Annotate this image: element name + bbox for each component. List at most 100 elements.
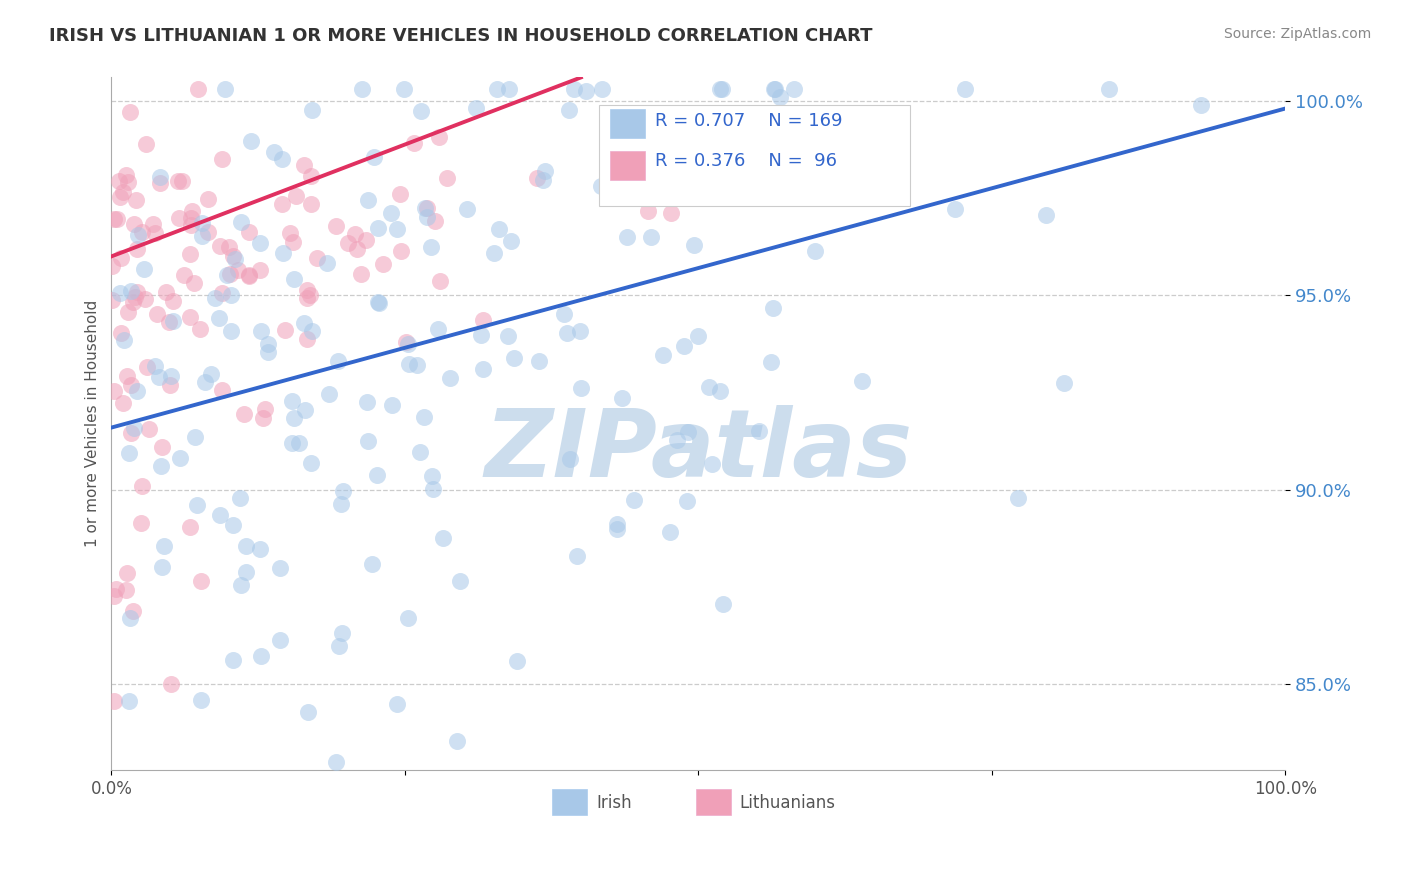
Point xyxy=(103,212,125,227)
Point xyxy=(439,370,461,384)
Point xyxy=(496,328,519,343)
Point xyxy=(420,239,443,253)
Point xyxy=(240,134,263,148)
Point xyxy=(318,387,340,401)
Point xyxy=(749,169,772,183)
Point xyxy=(287,436,309,450)
Point xyxy=(761,355,783,369)
Point xyxy=(404,136,426,150)
Point xyxy=(134,261,156,276)
Point xyxy=(129,516,152,530)
Point xyxy=(569,324,592,338)
Point xyxy=(505,654,527,668)
Bar xyxy=(696,789,731,815)
Point xyxy=(120,378,142,392)
Point xyxy=(315,256,337,270)
Point xyxy=(575,84,598,98)
Point xyxy=(783,82,806,96)
Point xyxy=(332,484,354,499)
Point xyxy=(676,494,699,508)
Point xyxy=(120,426,142,441)
Point xyxy=(299,456,322,470)
Point xyxy=(360,557,382,571)
Point xyxy=(118,105,141,120)
Point xyxy=(249,541,271,556)
Text: IRISH VS LITHUANIAN 1 OR MORE VEHICLES IN HOUSEHOLD CORRELATION CHART: IRISH VS LITHUANIAN 1 OR MORE VEHICLES I… xyxy=(49,27,873,45)
Point xyxy=(367,295,389,310)
Point xyxy=(328,639,350,653)
Point xyxy=(457,202,479,216)
Point xyxy=(416,211,439,225)
Point xyxy=(122,295,145,310)
Point xyxy=(301,103,323,117)
Point xyxy=(160,676,183,690)
Point xyxy=(253,402,276,417)
Point xyxy=(150,440,173,454)
Point xyxy=(710,82,733,96)
Point xyxy=(172,174,194,188)
Point xyxy=(190,693,212,707)
Point xyxy=(591,82,613,96)
Point xyxy=(299,169,322,183)
Point xyxy=(101,260,124,274)
Point xyxy=(652,348,675,362)
Point xyxy=(558,103,581,117)
Point xyxy=(115,168,138,182)
Point xyxy=(180,218,202,232)
Point xyxy=(326,354,349,368)
Point xyxy=(117,175,139,189)
Point xyxy=(229,491,252,505)
Point xyxy=(763,82,786,96)
Point xyxy=(108,190,131,204)
Point xyxy=(637,203,659,218)
Point xyxy=(363,150,385,164)
Point xyxy=(606,522,628,536)
Point xyxy=(134,292,156,306)
Point xyxy=(762,301,785,315)
Point xyxy=(105,212,128,227)
FancyBboxPatch shape xyxy=(599,105,910,205)
Point xyxy=(110,251,132,265)
Point xyxy=(413,409,436,424)
Point xyxy=(330,626,353,640)
Point xyxy=(396,337,419,351)
Point xyxy=(343,227,366,242)
Point xyxy=(125,242,148,256)
Point xyxy=(526,171,548,186)
Point xyxy=(955,82,977,96)
Point xyxy=(173,268,195,282)
Point xyxy=(432,532,454,546)
Point xyxy=(301,324,323,338)
Point xyxy=(112,333,135,347)
Point xyxy=(214,82,236,96)
Point xyxy=(250,648,273,663)
Point xyxy=(125,384,148,399)
Point xyxy=(270,152,292,166)
Point xyxy=(502,351,524,366)
Point xyxy=(366,468,388,483)
Point xyxy=(112,396,135,410)
Point xyxy=(183,276,205,290)
Point xyxy=(409,445,432,459)
Point xyxy=(249,263,271,277)
Point xyxy=(273,246,295,260)
Point xyxy=(297,706,319,720)
Point xyxy=(346,242,368,256)
Point xyxy=(142,217,165,231)
Point xyxy=(395,334,418,349)
Point xyxy=(499,234,522,248)
Point xyxy=(150,458,173,473)
Point xyxy=(103,589,125,603)
Point xyxy=(208,239,231,253)
Point xyxy=(640,229,662,244)
Point xyxy=(851,374,873,388)
Point xyxy=(436,170,458,185)
Point xyxy=(187,82,209,96)
Point xyxy=(125,193,148,207)
Point xyxy=(299,196,322,211)
Point xyxy=(118,694,141,708)
Point xyxy=(269,561,291,575)
Point xyxy=(429,274,451,288)
Point xyxy=(110,326,132,340)
Point xyxy=(1007,491,1029,505)
